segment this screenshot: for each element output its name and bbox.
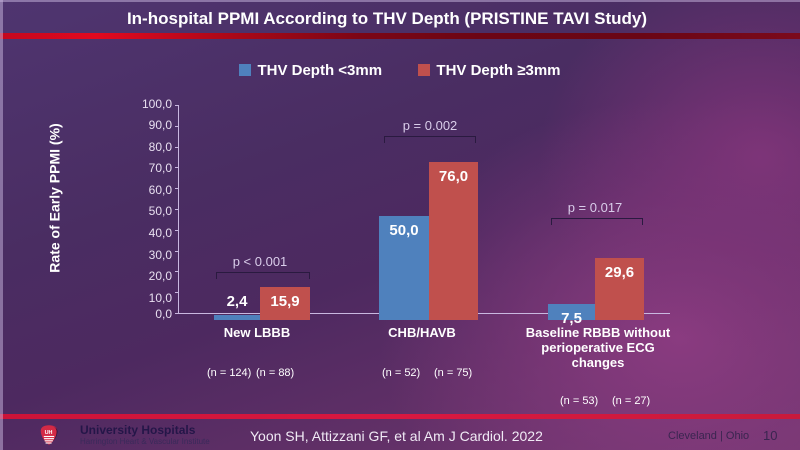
svg-text:UH: UH — [45, 430, 53, 436]
